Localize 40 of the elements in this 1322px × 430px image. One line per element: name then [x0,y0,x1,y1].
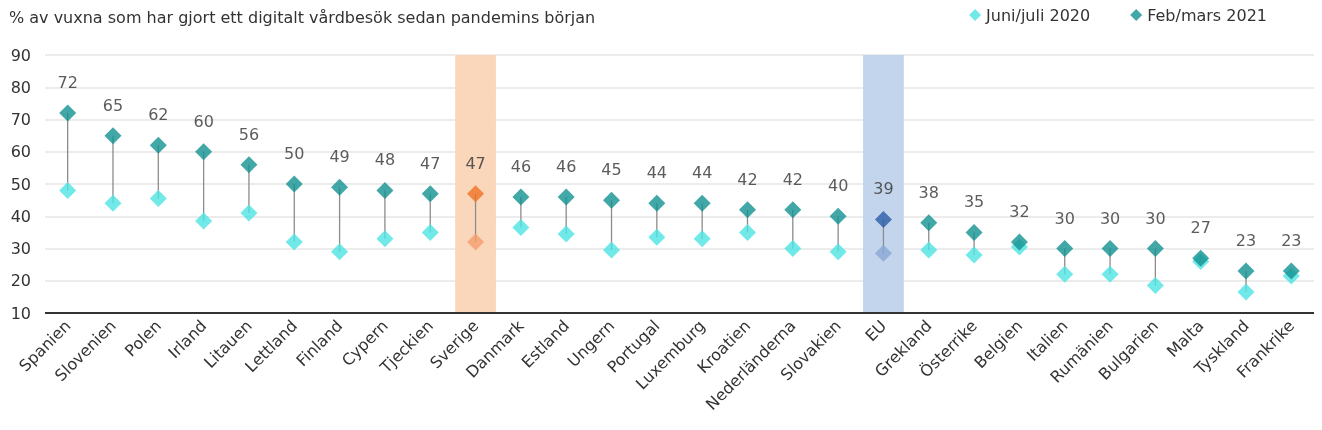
data-label: 50 [284,144,305,163]
y-tick-label: 40 [10,206,31,226]
data-label: 32 [1009,202,1030,222]
data-label: 30 [1145,208,1166,228]
y-tick-label: 10 [10,303,31,323]
data-label: 62 [148,105,169,125]
y-tick-label: 20 [10,271,31,291]
data-label: 42 [782,169,803,189]
data-label: 56 [238,124,260,144]
data-label: 47 [465,153,486,173]
data-label: 27 [1190,218,1211,238]
legend-label: Feb/mars 2021 [1147,5,1267,25]
chart-title: % av vuxna som har gjort ett digitalt vårdbesök sedan pandemins början [9,7,596,27]
data-label: 44 [646,163,668,183]
data-label: 48 [374,150,396,170]
data-label: 72 [57,73,78,93]
data-label: 46 [510,156,532,176]
data-label: 47 [420,153,441,173]
y-tick-label: 80 [10,77,31,97]
data-label: 40 [827,176,849,196]
data-label: 35 [963,192,985,212]
y-tick-label: 50 [10,174,31,194]
data-label: 39 [873,179,894,199]
data-label: 30 [1054,208,1075,228]
y-tick-label: 60 [10,142,31,162]
y-tick-label: 90 [10,45,31,65]
legend-label: Juni/juli 2020 [985,5,1091,25]
y-tick-label: 30 [10,239,31,258]
data-label: 49 [329,147,350,167]
data-label: 23 [1235,231,1257,251]
data-label: 42 [737,169,758,189]
data-label: 45 [601,160,622,180]
data-label: 23 [1281,231,1302,251]
data-label: 46 [556,156,577,176]
data-label: 30 [1099,208,1121,228]
data-label: 65 [102,95,124,115]
data-label: 44 [691,163,713,183]
data-label: 38 [918,182,939,202]
data-label: 60 [193,111,214,131]
y-tick-label: 70 [10,110,31,129]
